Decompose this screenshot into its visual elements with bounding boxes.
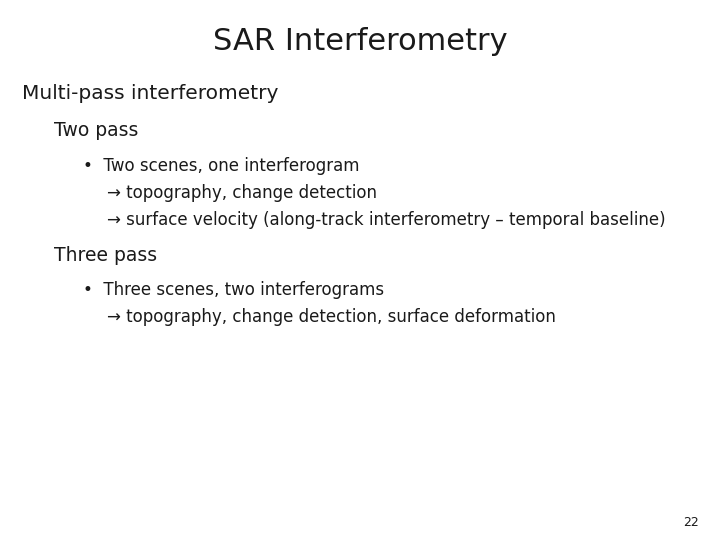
- Text: Three pass: Three pass: [54, 246, 157, 265]
- Text: SAR Interferometry: SAR Interferometry: [212, 27, 508, 56]
- Text: 22: 22: [683, 516, 698, 529]
- Text: → topography, change detection: → topography, change detection: [107, 184, 377, 201]
- Text: Multi-pass interferometry: Multi-pass interferometry: [22, 84, 278, 103]
- Text: Two pass: Two pass: [54, 122, 138, 140]
- Text: → topography, change detection, surface deformation: → topography, change detection, surface …: [107, 308, 555, 326]
- Text: •  Two scenes, one interferogram: • Two scenes, one interferogram: [83, 157, 359, 174]
- Text: → surface velocity (along-track interferometry – temporal baseline): → surface velocity (along-track interfer…: [107, 211, 665, 228]
- Text: •  Three scenes, two interferograms: • Three scenes, two interferograms: [83, 281, 384, 299]
